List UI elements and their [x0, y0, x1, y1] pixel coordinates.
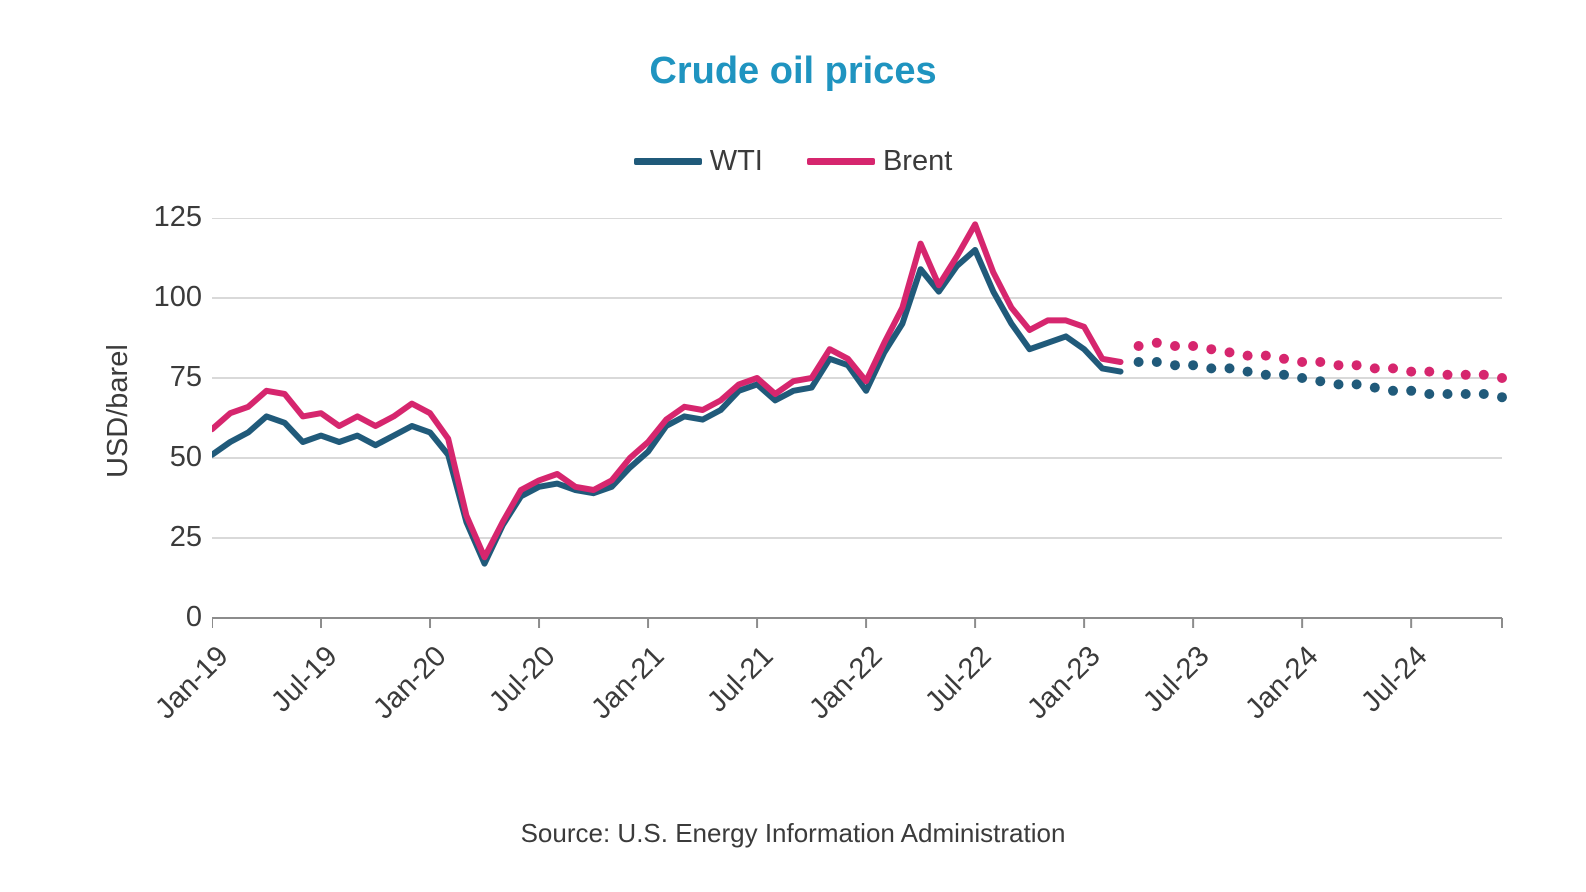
series-dot-brent: [1443, 370, 1453, 380]
series-dot-wti: [1188, 360, 1198, 370]
series-dot-wti: [1170, 360, 1180, 370]
y-tick-label: 125: [132, 201, 202, 234]
series-dot-brent: [1406, 367, 1416, 377]
series-dot-brent: [1188, 341, 1198, 351]
series-dot-wti: [1424, 389, 1434, 399]
series-dot-brent: [1315, 357, 1325, 367]
oil-price-chart: Crude oil prices WTI Brent USD/barel 0 25…: [0, 0, 1586, 892]
y-tick-label: 25: [132, 521, 202, 554]
legend-swatch-brent: [807, 158, 875, 165]
series-dot-wti: [1243, 367, 1253, 377]
series-dot-wti: [1134, 357, 1144, 367]
series-dot-wti: [1352, 379, 1362, 389]
series-dot-brent: [1334, 360, 1344, 370]
series-dot-brent: [1170, 341, 1180, 351]
series-dot-brent: [1461, 370, 1471, 380]
y-axis-label: USD/barel: [102, 344, 135, 478]
series-dot-wti: [1334, 379, 1344, 389]
series-dot-wti: [1443, 389, 1453, 399]
series-dot-brent: [1261, 351, 1271, 361]
chart-title: Crude oil prices: [0, 50, 1586, 93]
series-dot-brent: [1370, 363, 1380, 373]
series-dot-wti: [1206, 363, 1216, 373]
series-dot-wti: [1152, 357, 1162, 367]
series-dot-wti: [1370, 383, 1380, 393]
x-tick-label: Jan-19: [127, 640, 235, 748]
plot-area: [212, 218, 1542, 658]
legend-label-brent: Brent: [883, 145, 952, 178]
y-tick-label: 0: [132, 601, 202, 634]
legend-swatch-wti: [634, 158, 702, 165]
series-dot-wti: [1297, 373, 1307, 383]
series-dot-brent: [1479, 370, 1489, 380]
series-dot-wti: [1497, 392, 1507, 402]
legend-label-wti: WTI: [710, 145, 763, 178]
series-dot-brent: [1279, 354, 1289, 364]
legend: WTI Brent: [0, 140, 1586, 178]
series-dot-wti: [1225, 363, 1235, 373]
series-dot-brent: [1206, 344, 1216, 354]
series-dot-brent: [1152, 338, 1162, 348]
y-tick-label: 100: [132, 281, 202, 314]
y-tick-label: 50: [132, 441, 202, 474]
series-dot-wti: [1315, 376, 1325, 386]
series-dot-wti: [1461, 389, 1471, 399]
series-dot-brent: [1497, 373, 1507, 383]
series-dot-brent: [1352, 360, 1362, 370]
legend-item-wti: WTI: [634, 145, 763, 178]
series-dot-wti: [1406, 386, 1416, 396]
source-attribution: Source: U.S. Energy Information Administ…: [0, 818, 1586, 849]
series-dot-wti: [1388, 386, 1398, 396]
series-dot-wti: [1279, 370, 1289, 380]
series-dot-wti: [1479, 389, 1489, 399]
series-dot-wti: [1261, 370, 1271, 380]
series-dot-brent: [1424, 367, 1434, 377]
series-dot-brent: [1225, 347, 1235, 357]
series-dot-brent: [1134, 341, 1144, 351]
y-tick-label: 75: [132, 361, 202, 394]
legend-item-brent: Brent: [807, 145, 952, 178]
series-dot-brent: [1388, 363, 1398, 373]
series-dot-brent: [1297, 357, 1307, 367]
series-dot-brent: [1243, 351, 1253, 361]
